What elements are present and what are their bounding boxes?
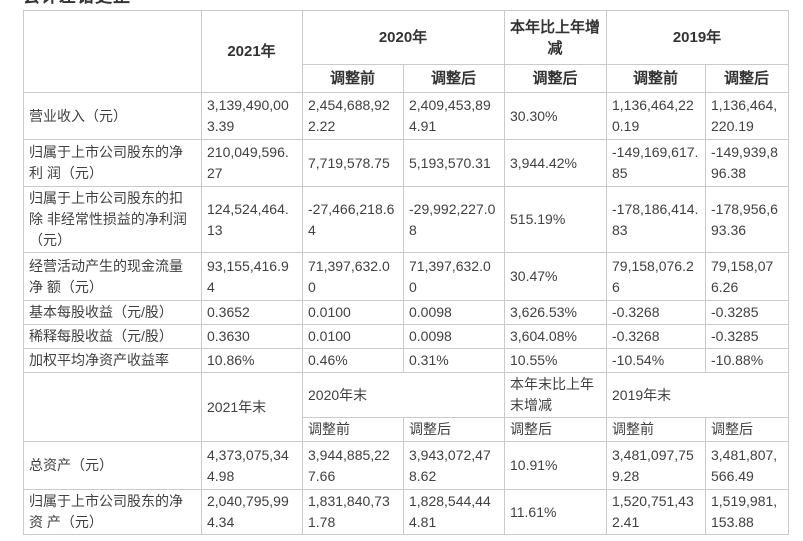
table-row: 基本每股收益（元/股） 0.3652 0.0100 0.0098 3,626.5… (23, 300, 789, 325)
table-row: 加权平均净资产收益率 10.86% 0.46% 0.31% 10.55% -10… (23, 348, 789, 373)
subheader-2019end-post: 调整后 (705, 417, 789, 442)
value-cell: 1,831,840,731.78 (302, 489, 404, 535)
value-cell: 30.47% (504, 252, 607, 301)
header-row-yearend-adjust: 调整前 调整后 调整后 调整前 调整后 (24, 417, 789, 442)
value-cell: -178,186,414.83 (606, 186, 706, 253)
value-cell: 2,040,795,994.34 (201, 489, 303, 535)
value-cell: 2,409,453,894.91 (403, 92, 505, 140)
value-cell: 1,828,544,444.81 (403, 489, 505, 535)
value-cell: -0.3268 (606, 324, 706, 349)
value-cell: 71,397,632.00 (302, 252, 404, 301)
value-cell: 1,520,751,432.41 (606, 489, 706, 535)
table-row: 经营活动产生的现金流量净 额（元） 93,155,416.94 71,397,6… (23, 252, 789, 301)
value-cell: -0.3285 (705, 300, 789, 325)
row-label: 归属于上市公司股东的净资 产（元） (23, 489, 202, 535)
value-cell: 0.31% (403, 348, 505, 373)
row-label: 总资产（元） (23, 441, 202, 490)
header-row-years: 2021年 2020年 本年比上年增减 2019年 (23, 10, 789, 93)
value-cell: 515.19% (504, 186, 607, 253)
header-2019: 2019年 (606, 10, 789, 65)
header-2019-end: 2019年末 (606, 372, 789, 418)
value-cell: 2,454,688,922.22 (302, 92, 404, 140)
value-cell: 210,049,596.27 (201, 139, 303, 187)
subheader-2020end-post: 调整后 (403, 417, 505, 442)
value-cell: 3,481,097,759.28 (606, 441, 706, 490)
value-cell: -27,466,218.64 (302, 186, 404, 253)
table-row: 总资产（元） 4,373,075,344.98 3,944,885,227.66… (23, 441, 789, 490)
header-row-adjust: 调整前 调整后 调整后 调整前 调整后 (24, 64, 789, 93)
value-cell: 7,719,578.75 (302, 139, 404, 187)
value-cell: 4,373,075,344.98 (201, 441, 303, 490)
value-cell: 3,139,490,003.39 (201, 92, 303, 140)
value-cell: 79,158,076.26 (606, 252, 706, 301)
row-label: 加权平均净资产收益率 (23, 348, 202, 373)
row-label: 归属于上市公司股东的扣除 非经常性损益的净利润（元） (23, 186, 202, 253)
value-cell: -178,956,693.36 (705, 186, 789, 253)
row-label: 经营活动产生的现金流量净 额（元） (23, 252, 202, 301)
subheader-changeend-post: 调整后 (504, 417, 607, 442)
value-cell: 3,481,807,566.49 (705, 441, 789, 490)
value-cell: 3,944.42% (504, 139, 607, 187)
subheader-change-post: 调整后 (504, 64, 607, 93)
value-cell: 1,136,464,220.19 (705, 92, 789, 140)
value-cell: -0.3285 (705, 324, 789, 349)
value-cell: -10.54% (606, 348, 706, 373)
value-cell: 3,943,072,478.62 (403, 441, 505, 490)
corner-empty-cell (23, 10, 202, 93)
value-cell: 93,155,416.94 (201, 252, 303, 301)
financial-summary-table: 2021年 2020年 本年比上年增减 2019年 调整前 调整后 调整后 调整… (23, 10, 789, 535)
clipped-heading-text: 会计差错更正 (23, 0, 803, 7)
subheader-2019-pre: 调整前 (606, 64, 706, 93)
subheader-2020-pre: 调整前 (302, 64, 404, 93)
subheader-2019-post: 调整后 (705, 64, 789, 93)
value-cell: 1,519,981,153.88 (705, 489, 789, 535)
value-cell: 3,944,885,227.66 (302, 441, 404, 490)
value-cell: 0.3630 (201, 324, 303, 349)
row-label: 营业收入（元） (23, 92, 202, 140)
value-cell: -29,992,227.08 (403, 186, 505, 253)
table-row: 归属于上市公司股东的净利 润（元） 210,049,596.27 7,719,5… (23, 139, 789, 187)
value-cell: 1,136,464,220.19 (606, 92, 706, 140)
value-cell: 71,397,632.00 (403, 252, 505, 301)
value-cell: 10.55% (504, 348, 607, 373)
value-cell: -149,169,617.85 (606, 139, 706, 187)
value-cell: 0.0100 (302, 324, 404, 349)
header-2020: 2020年 (302, 10, 505, 65)
subheader-2020end-pre: 调整前 (302, 417, 404, 442)
value-cell: 3,604.08% (504, 324, 607, 349)
header-2021-end: 2021年末 (201, 372, 303, 442)
row-label: 归属于上市公司股东的净利 润（元） (23, 139, 202, 187)
subheader-2020-post: 调整后 (403, 64, 505, 93)
clipped-heading: 会计差错更正 (23, 0, 803, 10)
value-cell: 0.46% (302, 348, 404, 373)
value-cell: 0.3652 (201, 300, 303, 325)
value-cell: 0.0098 (403, 300, 505, 325)
value-cell: 124,524,464.13 (201, 186, 303, 253)
value-cell: 3,626.53% (504, 300, 607, 325)
header-yearend-change: 本年末比上年末增减 (504, 372, 607, 418)
header-change: 本年比上年增减 (504, 10, 607, 65)
header-row-yearend: 2021年末 2020年末 本年末比上年末增减 2019年末 (23, 372, 789, 442)
row-label: 基本每股收益（元/股） (23, 300, 202, 325)
value-cell: 10.86% (201, 348, 303, 373)
header-2020-end: 2020年末 (302, 372, 505, 418)
value-cell: -0.3268 (606, 300, 706, 325)
header-2021: 2021年 (201, 10, 303, 93)
corner-empty-cell (23, 372, 202, 442)
value-cell: 10.91% (504, 441, 607, 490)
value-cell: 30.30% (504, 92, 607, 140)
row-label: 稀释每股收益（元/股） (23, 324, 202, 349)
value-cell: 11.61% (504, 489, 607, 535)
table-row: 营业收入（元） 3,139,490,003.39 2,454,688,922.2… (23, 92, 789, 140)
value-cell: 0.0100 (302, 300, 404, 325)
value-cell: 5,193,570.31 (403, 139, 505, 187)
value-cell: -149,939,896.38 (705, 139, 789, 187)
value-cell: -10.88% (705, 348, 789, 373)
table-row: 归属于上市公司股东的扣除 非经常性损益的净利润（元） 124,524,464.1… (23, 186, 789, 253)
subheader-2019end-pre: 调整前 (606, 417, 706, 442)
value-cell: 0.0098 (403, 324, 505, 349)
value-cell: 79,158,076.26 (705, 252, 789, 301)
table-row: 归属于上市公司股东的净资 产（元） 2,040,795,994.34 1,831… (23, 489, 789, 535)
table-row: 稀释每股收益（元/股） 0.3630 0.0100 0.0098 3,604.0… (23, 324, 789, 349)
